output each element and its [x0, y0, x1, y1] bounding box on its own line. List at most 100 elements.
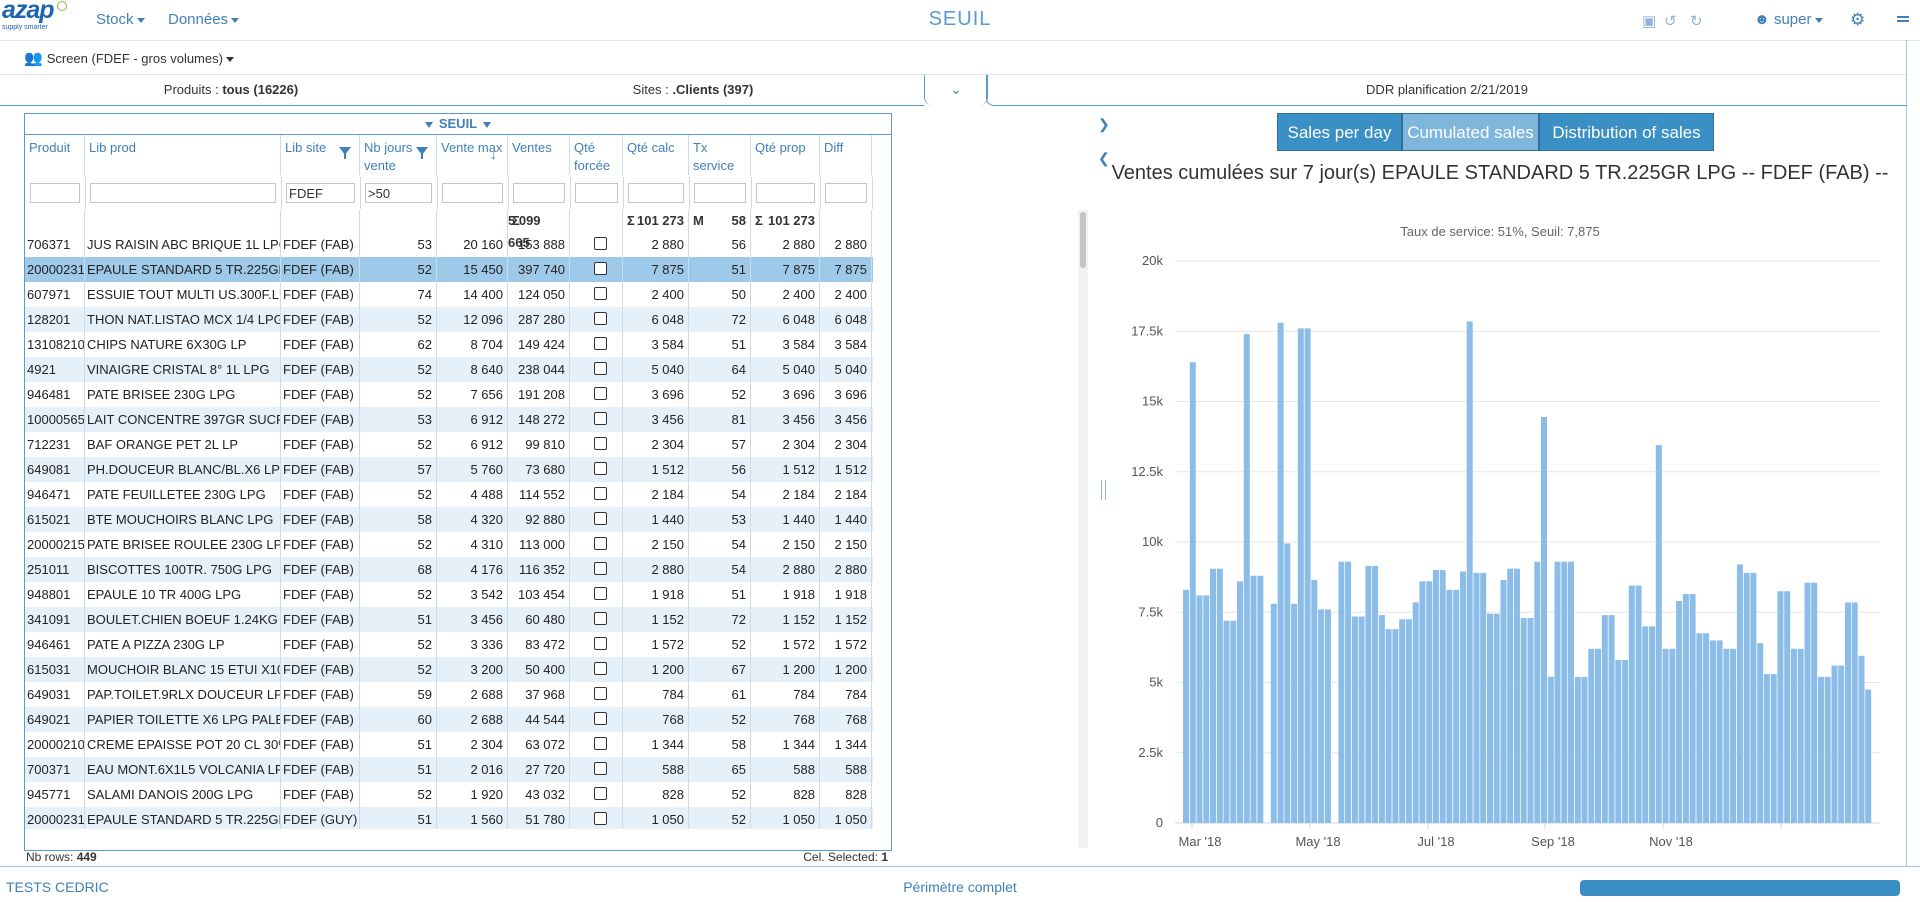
- menu-donnees[interactable]: Données: [168, 11, 240, 28]
- checkbox[interactable]: [594, 562, 607, 575]
- checkbox[interactable]: [594, 687, 607, 700]
- vente-max-filter-input[interactable]: [442, 183, 503, 203]
- table-row[interactable]: 946471 PATE FEUILLETEE 230G LPG FDEF (FAB)…: [25, 482, 873, 507]
- collapse-filters-button[interactable]: ⌄: [924, 75, 988, 105]
- cell-qte-forcee[interactable]: [570, 632, 623, 657]
- qte-calc-filter-input[interactable]: [628, 183, 684, 203]
- ventes-filter-input[interactable]: [513, 183, 565, 203]
- checkbox[interactable]: [594, 362, 607, 375]
- table-row[interactable]: 946461 PATE A PIZZA 230G LP FDEF (FAB) 52 3 …: [25, 632, 873, 657]
- cell-qte-forcee[interactable]: [570, 482, 623, 507]
- sort-descending-icon[interactable]: ↓: [490, 146, 497, 162]
- checkbox[interactable]: [594, 512, 607, 525]
- grid-group-header[interactable]: SEUIL: [25, 114, 891, 135]
- drag-handle-icon[interactable]: [1897, 16, 1909, 22]
- tab-sales-per-day[interactable]: Sales per day: [1277, 113, 1402, 151]
- cell-qte-forcee[interactable]: [570, 257, 623, 282]
- column-header-nb-jours-vente[interactable]: Nb jours vente: [360, 135, 437, 175]
- checkbox[interactable]: [594, 812, 607, 825]
- gear-icon[interactable]: ⚙: [1850, 10, 1866, 29]
- chevron-right-icon[interactable]: ❯: [1098, 116, 1110, 132]
- checkbox[interactable]: [594, 662, 607, 675]
- sites-filter[interactable]: Sites : .Clients (397): [462, 75, 924, 106]
- column-header-diff[interactable]: Diff: [820, 135, 872, 175]
- cell-qte-forcee[interactable]: [570, 807, 623, 829]
- cell-qte-forcee[interactable]: [570, 557, 623, 582]
- cell-qte-forcee[interactable]: [570, 332, 623, 357]
- undo-icon[interactable]: ↺: [1664, 13, 1677, 30]
- checkbox[interactable]: [594, 462, 607, 475]
- cell-qte-forcee[interactable]: [570, 532, 623, 557]
- grid-body[interactable]: 706371 JUS RAISIN ABC BRIQUE 1L LPG FDEF (…: [25, 232, 873, 829]
- cell-qte-forcee[interactable]: [570, 382, 623, 407]
- save-icon[interactable]: ▣: [1642, 13, 1657, 30]
- table-row[interactable]: 948801 EPAULE 10 TR 400G LPG FDEF (FAB) 52 3…: [25, 582, 873, 607]
- checkbox[interactable]: [594, 612, 607, 625]
- table-row[interactable]: 4921 VINAIGRE CRISTAL 8° 1L LPG FDEF (FAB)…: [25, 357, 873, 382]
- tab-cumulated-sales[interactable]: Cumulated sales: [1402, 113, 1539, 151]
- column-header-qte-forcee[interactable]: Qté forcée: [570, 135, 623, 175]
- table-row[interactable]: 706371 JUS RAISIN ABC BRIQUE 1L LPG FDEF (…: [25, 232, 873, 257]
- checkbox[interactable]: [594, 262, 607, 275]
- filter-icon[interactable]: [416, 147, 428, 159]
- filter-icon[interactable]: [339, 147, 351, 159]
- checkbox[interactable]: [594, 712, 607, 725]
- checkbox[interactable]: [594, 637, 607, 650]
- produit-filter-input[interactable]: [30, 183, 80, 203]
- checkbox[interactable]: [594, 287, 607, 300]
- produits-filter[interactable]: Produits : tous (16226): [0, 75, 462, 106]
- cell-qte-forcee[interactable]: [570, 657, 623, 682]
- screen-selector[interactable]: 👥 Screen (FDEF - gros volumes): [24, 49, 234, 67]
- checkbox[interactable]: [594, 437, 607, 450]
- table-row[interactable]: 13108210 CHIPS NATURE 6X30G LP FDEF (FAB) 6…: [25, 332, 873, 357]
- checkbox[interactable]: [594, 762, 607, 775]
- table-row[interactable]: 945771 SALAMI DANOIS 200G LPG FDEF (FAB) 52…: [25, 782, 873, 807]
- checkbox[interactable]: [594, 312, 607, 325]
- checkbox[interactable]: [594, 537, 607, 550]
- cell-qte-forcee[interactable]: [570, 307, 623, 332]
- grid-scrollbar-thumb[interactable]: [1080, 212, 1086, 268]
- cell-qte-forcee[interactable]: [570, 432, 623, 457]
- column-header-vente-max[interactable]: Vente max ↓: [437, 135, 508, 175]
- lib-site-filter-input[interactable]: [286, 183, 355, 203]
- chevron-left-icon[interactable]: ❮: [1098, 150, 1110, 166]
- panel-splitter[interactable]: [1101, 480, 1106, 500]
- table-row[interactable]: 712231 BAF ORANGE PET 2L LP FDEF (FAB) 52 6 …: [25, 432, 873, 457]
- tx-service-filter-input[interactable]: [694, 183, 746, 203]
- cell-qte-forcee[interactable]: [570, 407, 623, 432]
- checkbox[interactable]: [594, 387, 607, 400]
- lib-prod-filter-input[interactable]: [90, 183, 276, 203]
- column-header-produit[interactable]: Produit: [25, 135, 85, 175]
- table-row[interactable]: 946481 PATE BRISEE 230G LPG FDEF (FAB) 52 7 …: [25, 382, 873, 407]
- cell-qte-forcee[interactable]: [570, 232, 623, 257]
- checkbox[interactable]: [594, 587, 607, 600]
- checkbox[interactable]: [594, 787, 607, 800]
- table-row[interactable]: 251011 BISCOTTES 100TR. 750G LPG FDEF (FAB…: [25, 557, 873, 582]
- qte-forcee-filter-input[interactable]: [575, 183, 618, 203]
- cell-qte-forcee[interactable]: [570, 707, 623, 732]
- column-header-qte-prop[interactable]: Qté prop: [751, 135, 820, 175]
- column-header-lib-site[interactable]: Lib site: [281, 135, 360, 175]
- column-header-lib-prod[interactable]: Lib prod: [85, 135, 281, 175]
- tab-distribution-of-sales[interactable]: Distribution of sales: [1539, 113, 1714, 151]
- user-menu[interactable]: ☻ super: [1754, 11, 1823, 28]
- redo-icon[interactable]: ↻: [1690, 13, 1703, 30]
- table-row[interactable]: 607971 ESSUIE TOUT MULTI US.300F.LP FDEF (…: [25, 282, 873, 307]
- cell-qte-forcee[interactable]: [570, 282, 623, 307]
- cell-qte-forcee[interactable]: [570, 357, 623, 382]
- column-header-tx-service[interactable]: Tx service: [689, 135, 751, 175]
- checkbox[interactable]: [594, 237, 607, 250]
- cell-qte-forcee[interactable]: [570, 682, 623, 707]
- cell-qte-forcee[interactable]: [570, 757, 623, 782]
- grid-scrollbar[interactable]: [1078, 210, 1088, 848]
- table-row[interactable]: 615021 BTE MOUCHOIRS BLANC LPG FDEF (FAB) 5…: [25, 507, 873, 532]
